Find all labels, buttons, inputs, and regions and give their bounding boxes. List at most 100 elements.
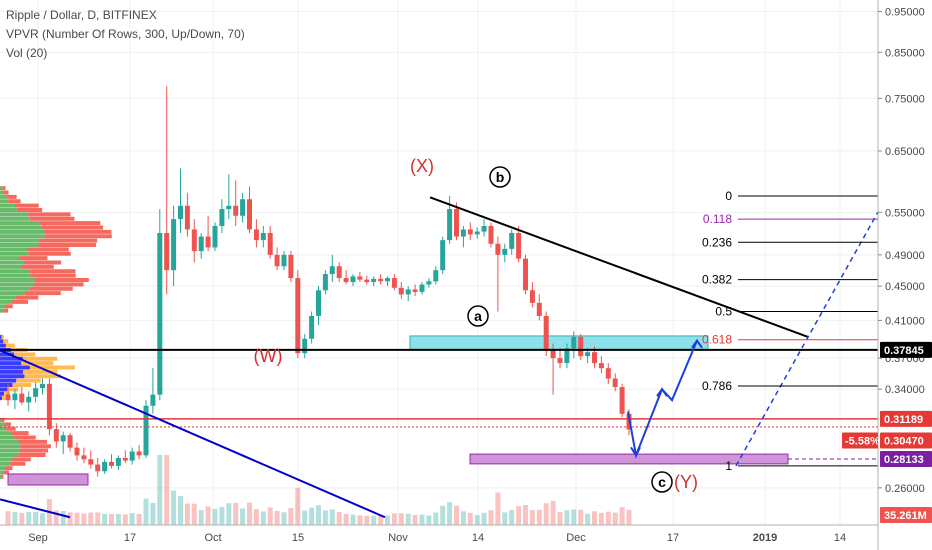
volume-bar (523, 505, 528, 525)
volume-bar (309, 507, 315, 525)
volume-bar (253, 508, 259, 525)
candle-body (598, 363, 604, 369)
candle-body (12, 393, 18, 401)
tag-resistance: 0.37845 (884, 345, 924, 357)
tag-support: 0.31189 (884, 414, 923, 426)
vp-row-up (0, 356, 23, 361)
vp-row-up (0, 396, 3, 401)
volume-bar (53, 510, 59, 525)
vp-row-down (5, 304, 13, 309)
price-axis[interactable]: 0.95000 0.85000 0.75000 0.65000 0.55000 0.490… (877, 0, 932, 550)
candle-body (578, 336, 584, 357)
chart-grid (0, 0, 878, 525)
vp-row-up (0, 339, 4, 344)
price-tick-label: 0.55000 (885, 207, 925, 219)
volume-bar (115, 513, 121, 525)
volume-bar (102, 513, 108, 525)
candle-body (502, 248, 508, 255)
vp-row-up (0, 299, 12, 304)
vp-row-down (3, 190, 9, 195)
projection-dashed-line (735, 208, 881, 467)
volume-bar (143, 498, 149, 525)
candle-body (74, 447, 80, 456)
volume-bar (40, 513, 45, 525)
volume-bar (205, 506, 211, 525)
vp-row-down (38, 243, 96, 247)
tag-change-bg (842, 432, 878, 449)
volume-bar (191, 503, 197, 525)
candle-body (178, 205, 183, 220)
candle-body (322, 274, 328, 291)
vp-row-down (44, 234, 112, 239)
legend-symbol[interactable]: Ripple / Dollar, D, BITFINEX (6, 8, 157, 22)
price-tick-label: 0.95000 (885, 6, 925, 18)
candle-body (46, 383, 52, 430)
price-tick-label: 0.65000 (885, 146, 925, 158)
volume-bar (440, 505, 446, 525)
candle-body (219, 209, 225, 226)
candle-body (191, 229, 197, 252)
vp-row-up (0, 216, 30, 221)
volume-bar (357, 515, 363, 525)
candle-body (88, 459, 94, 465)
volume-bar (550, 500, 556, 525)
volume-bar (164, 455, 170, 525)
candle-body (454, 209, 459, 237)
vp-row-down (10, 461, 26, 466)
vp-row-up (0, 474, 2, 479)
candle-body (205, 236, 211, 248)
volume-bar (626, 509, 632, 525)
candle-body (288, 254, 294, 279)
vp-row-up (0, 269, 31, 274)
candle-body (426, 281, 432, 285)
time-tick-label: 17 (124, 532, 136, 544)
candle-body (523, 258, 528, 291)
candle-body (53, 429, 59, 442)
candle-body (529, 290, 535, 303)
vp-row-up (0, 343, 6, 348)
vp-row-down (6, 426, 16, 431)
candle-body (585, 352, 591, 357)
vp-row-down (3, 339, 9, 344)
candle-body (26, 396, 32, 403)
vp-row-down (12, 457, 31, 462)
vp-row-up (0, 426, 7, 431)
volume-bar (219, 507, 225, 525)
legend-vpvr[interactable]: VPVR (Number Of Rows, 300, Up/Down, 70) (6, 27, 245, 41)
volume-bar (405, 513, 411, 525)
vp-row-up (0, 194, 7, 199)
candle-body (571, 336, 577, 349)
tag-resistance-bg (880, 341, 932, 358)
volume-bar (198, 509, 204, 525)
tag-change: -5.58% (845, 436, 880, 448)
candle-body (19, 393, 25, 403)
candle-body (309, 315, 315, 339)
vp-row-up (0, 264, 22, 269)
legend-volume[interactable]: Vol (20) (6, 46, 48, 60)
vp-row-down (29, 365, 75, 370)
vp-row-down (2, 186, 6, 191)
candle-body (419, 284, 425, 292)
vp-row-down (15, 203, 39, 208)
price-tags: 0.37845 0.31189 -5.58% 0.30470 0.28133 35.261… (842, 341, 932, 523)
volume-bar (371, 515, 377, 525)
volume-bar (502, 512, 508, 525)
vp-row-down (1, 474, 4, 479)
vp-row-up (0, 391, 4, 396)
volume-bar (150, 502, 156, 525)
volume-bar (74, 512, 80, 525)
candle-body (115, 457, 121, 466)
vp-row-down (27, 247, 69, 252)
candle-body (364, 279, 370, 283)
volume-bar (585, 513, 591, 525)
candle-body (260, 232, 266, 241)
arrow-up-head-1 (656, 387, 668, 397)
candle-body (67, 435, 73, 448)
price-tick-label: 0.41000 (885, 315, 925, 327)
time-axis[interactable]: Sep 17 Oct 15 Nov 14 Dec 17 2019 14 (0, 524, 878, 544)
volume-bar (467, 512, 473, 525)
time-tick-label: Dec (566, 532, 586, 544)
volume-bar (95, 512, 101, 525)
wave-label-y: (Y) (674, 472, 698, 492)
